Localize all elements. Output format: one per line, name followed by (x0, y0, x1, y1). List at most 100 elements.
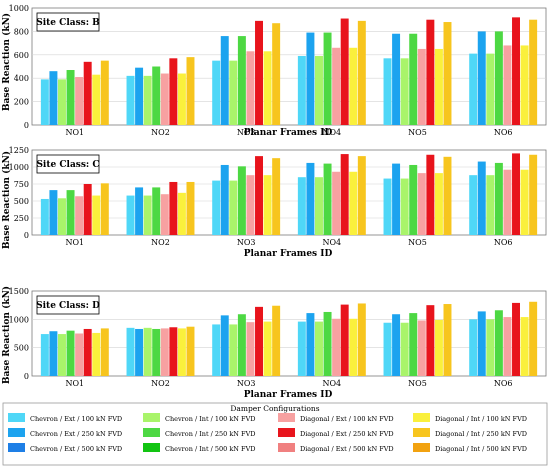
legend-label: Chevron / Int / 500 kN FVD (165, 445, 255, 453)
bar (92, 195, 101, 235)
bar (237, 314, 246, 376)
bar (100, 183, 109, 235)
bar (434, 48, 443, 126)
bar (417, 320, 426, 376)
bar (177, 192, 186, 235)
site-class-box (36, 154, 100, 174)
bar (83, 184, 92, 235)
plot-frame (31, 290, 547, 377)
legend-label: Chevron / Ext / 250 kN FVD (30, 430, 122, 438)
legend-swatch (8, 413, 25, 422)
bar (306, 32, 315, 125)
bar (169, 58, 178, 126)
x-tick-label: NO4 (323, 128, 342, 137)
y-tick-label: 1500 (9, 287, 29, 296)
bar (237, 36, 246, 125)
bar (503, 169, 512, 235)
legend-label: Diagonal / Int / 100 kN FVD (435, 415, 527, 423)
x-axis-title: Planar Frames ID (244, 390, 333, 400)
bar (220, 315, 229, 376)
bar (340, 18, 349, 126)
bar (323, 311, 332, 376)
bar (392, 314, 401, 376)
bar (143, 195, 152, 235)
x-tick-label: NO5 (408, 128, 427, 137)
bar (255, 306, 263, 376)
bar (272, 158, 281, 235)
site-class-box (36, 295, 100, 315)
bar (469, 175, 478, 235)
bar (263, 51, 272, 125)
bar (426, 305, 435, 376)
bar (135, 328, 144, 376)
bar (392, 163, 401, 235)
bar (357, 20, 366, 125)
bar (383, 322, 392, 376)
bar (477, 161, 486, 235)
bar (212, 180, 221, 235)
legend-label: Chevron / Ext / 500 kN FVD (30, 445, 122, 453)
bar (160, 194, 169, 235)
bar (469, 319, 478, 376)
legend-item: Diagonal / Int / 100 kN FVD (413, 413, 527, 423)
bar (100, 328, 109, 376)
bar (255, 156, 263, 235)
bar (409, 33, 418, 125)
bar (58, 198, 66, 235)
bar (40, 79, 49, 125)
bar (100, 60, 109, 125)
legend-swatch (8, 443, 25, 452)
bar (177, 328, 186, 376)
y-tick-label: 1250 (9, 146, 29, 155)
legend-item: Chevron / Ext / 250 kN FVD (8, 428, 122, 438)
legend-label: Diagonal / Ext / 250 kN FVD (300, 430, 394, 438)
bar (220, 164, 229, 235)
x-tick-label: NO1 (66, 128, 85, 137)
bar (66, 190, 75, 235)
bar (160, 328, 169, 376)
bar (306, 313, 315, 376)
bar (75, 196, 84, 235)
bar (486, 53, 495, 125)
chart-panel: 0 500 1000 1500 NO1 NO2 NO3 NO4 NO5 NO6 Site Class… (1, 286, 547, 400)
bar (315, 55, 323, 125)
bar (503, 45, 512, 125)
legend-swatch (278, 443, 295, 452)
x-tick-label: NO4 (323, 238, 342, 247)
bar (177, 73, 186, 125)
bar (357, 303, 366, 376)
legend-label: Chevron / Int / 100 kN FVD (165, 415, 255, 423)
bar (383, 58, 392, 126)
site-class-label: Site Class: D (36, 295, 100, 315)
bar (434, 319, 443, 376)
bar (143, 327, 152, 376)
bar (443, 22, 452, 125)
legend-frame (2, 402, 548, 466)
y-tick-label: 750 (14, 180, 29, 189)
bar (66, 330, 75, 376)
bar (297, 55, 306, 125)
bar (58, 334, 66, 376)
legend-item: Chevron / Int / 500 kN FVD (143, 443, 255, 453)
bar (315, 177, 323, 235)
bar (512, 302, 520, 376)
y-axis-title: Base Reaction (kN) (1, 13, 12, 111)
legend-swatch (413, 443, 430, 452)
legend-item: Chevron / Ext / 100 kN FVD (8, 413, 122, 423)
y-tick-label: 1000 (9, 163, 29, 172)
bar (340, 304, 349, 376)
bar (512, 153, 520, 235)
bar (529, 19, 538, 126)
bar (152, 66, 161, 125)
bar (152, 328, 161, 376)
bar (520, 317, 529, 376)
x-tick-label: NO6 (494, 128, 513, 137)
legend-label: Diagonal / Ext / 100 kN FVD (300, 415, 394, 423)
y-tick-label: 1000 (9, 4, 29, 13)
x-tick-label: NO3 (237, 379, 256, 388)
y-tick-label: 250 (14, 214, 29, 223)
bar (529, 154, 538, 235)
bar (83, 61, 92, 125)
bar (220, 36, 229, 125)
